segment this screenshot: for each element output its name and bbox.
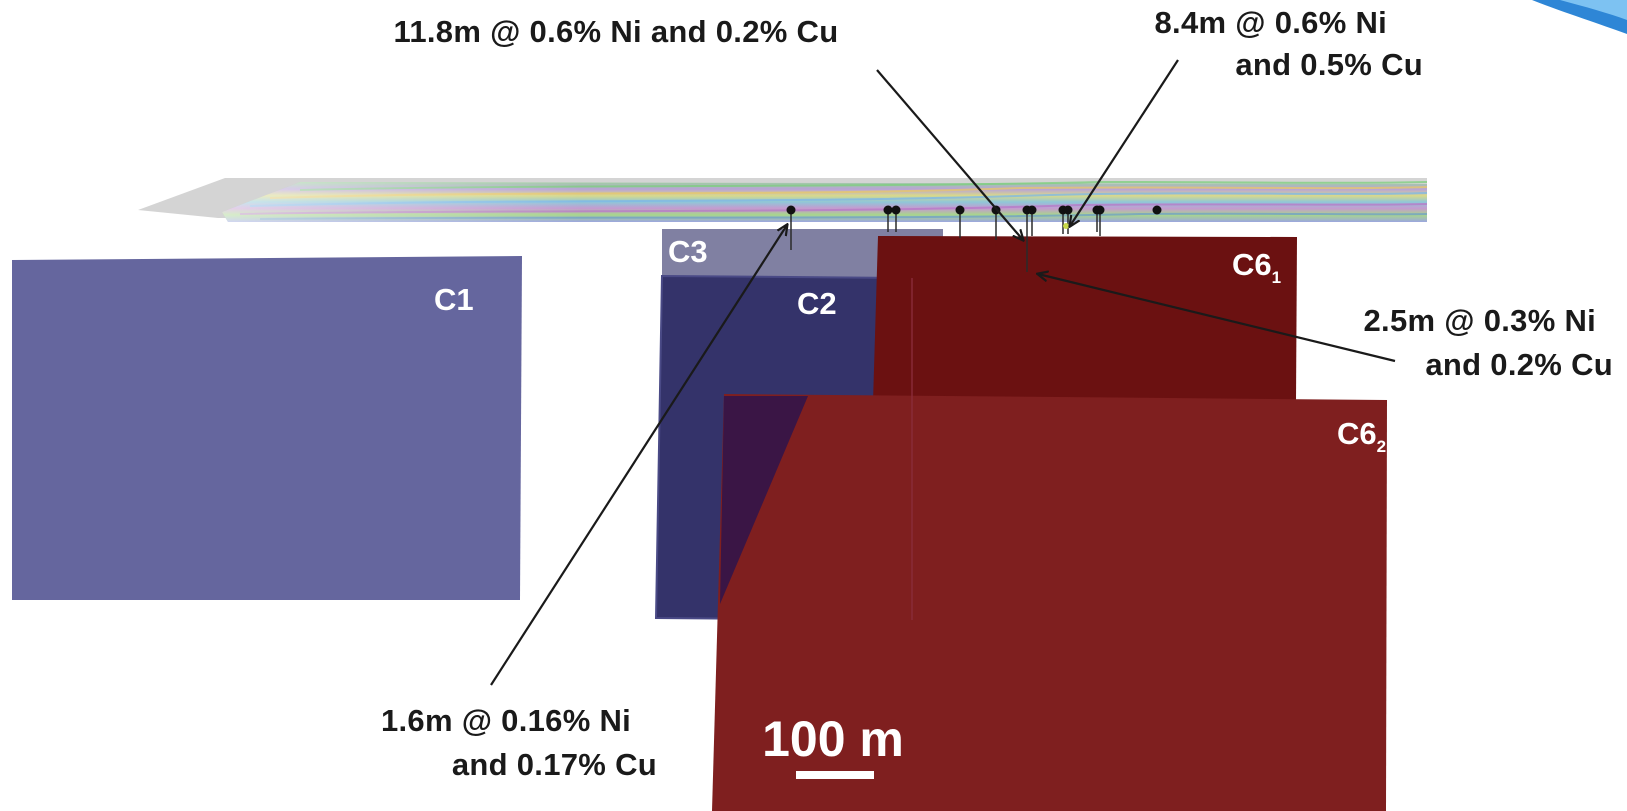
drill-hole-collar-3 [891,205,901,215]
callout-2-5m: 2.5m @ 0.3% Ni and 0.2% Cu [1363,303,1613,382]
callout-8-4m: 8.4m @ 0.6% Ni and 0.5% Cu [1154,5,1423,82]
plate-overlap-dark [720,396,808,604]
plate-c1 [12,256,522,600]
label-c6-1: C61 [1232,247,1281,287]
callout-arrows [490,59,1396,686]
callout-1-6m: 1.6m @ 0.16% Ni and 0.17% Cu [381,703,657,782]
label-c3: C3 [668,234,708,269]
drill-hole-collar-1 [786,205,796,215]
arrow-1-6m [490,225,787,686]
label-c6-2: C62 [1337,416,1386,456]
plate-c6-2 [712,394,1387,811]
plate-c3 [662,229,943,280]
drill-hole-collar-7 [1027,205,1037,215]
plate-labels: C1 C3 C2 C61 C62 [434,234,1386,456]
callout-1-6m-line-1: 1.6m @ 0.16% Ni [381,703,631,738]
scale-bar-line [796,771,874,779]
topographic-surface [138,178,1428,222]
drill-hole-collar-2 [883,205,893,215]
callout-2-5m-line-2: and 0.2% Cu [1425,347,1613,382]
label-c1: C1 [434,282,474,317]
callout-8-4m-line-1: 8.4m @ 0.6% Ni [1154,5,1387,40]
drill-hole-collar-11 [1095,205,1105,215]
arrow-8-4m [1070,59,1179,226]
label-c6-2-subscript: 2 [1377,437,1386,456]
callout-1-6m-line-2: and 0.17% Cu [452,747,657,782]
callout-8-4m-line-2: and 0.5% Cu [1235,47,1423,82]
label-c6-1-subscript: 1 [1272,268,1281,287]
label-c6-2-main: C6 [1337,416,1377,451]
corner-logo-swoosh [1532,0,1627,34]
drill-hole-intercept-marker [1063,223,1069,229]
callout-11-8m-line-1: 11.8m @ 0.6% Ni and 0.2% Cu [394,14,839,49]
scale-bar: 100 m [762,711,904,779]
drill-hole-collar-12 [1152,205,1162,215]
arrow-2-5m [1038,274,1396,363]
label-c6-1-main: C6 [1232,247,1272,282]
drill-hole-collar-4 [955,205,965,215]
label-c2: C2 [797,286,837,321]
surface-fade [222,182,1427,222]
callout-2-5m-line-1: 2.5m @ 0.3% Ni [1363,303,1596,338]
callout-texts: 11.8m @ 0.6% Ni and 0.2% Cu 8.4m @ 0.6% … [381,5,1613,782]
callout-11-8m: 11.8m @ 0.6% Ni and 0.2% Cu [394,14,839,49]
arrow-11-8m [876,69,1023,240]
drill-holes [786,205,1162,272]
plate-c6-1 [873,236,1297,402]
scale-bar-label: 100 m [762,711,904,767]
conductor-plates [12,229,1387,811]
drill-hole-collar-9 [1063,205,1073,215]
